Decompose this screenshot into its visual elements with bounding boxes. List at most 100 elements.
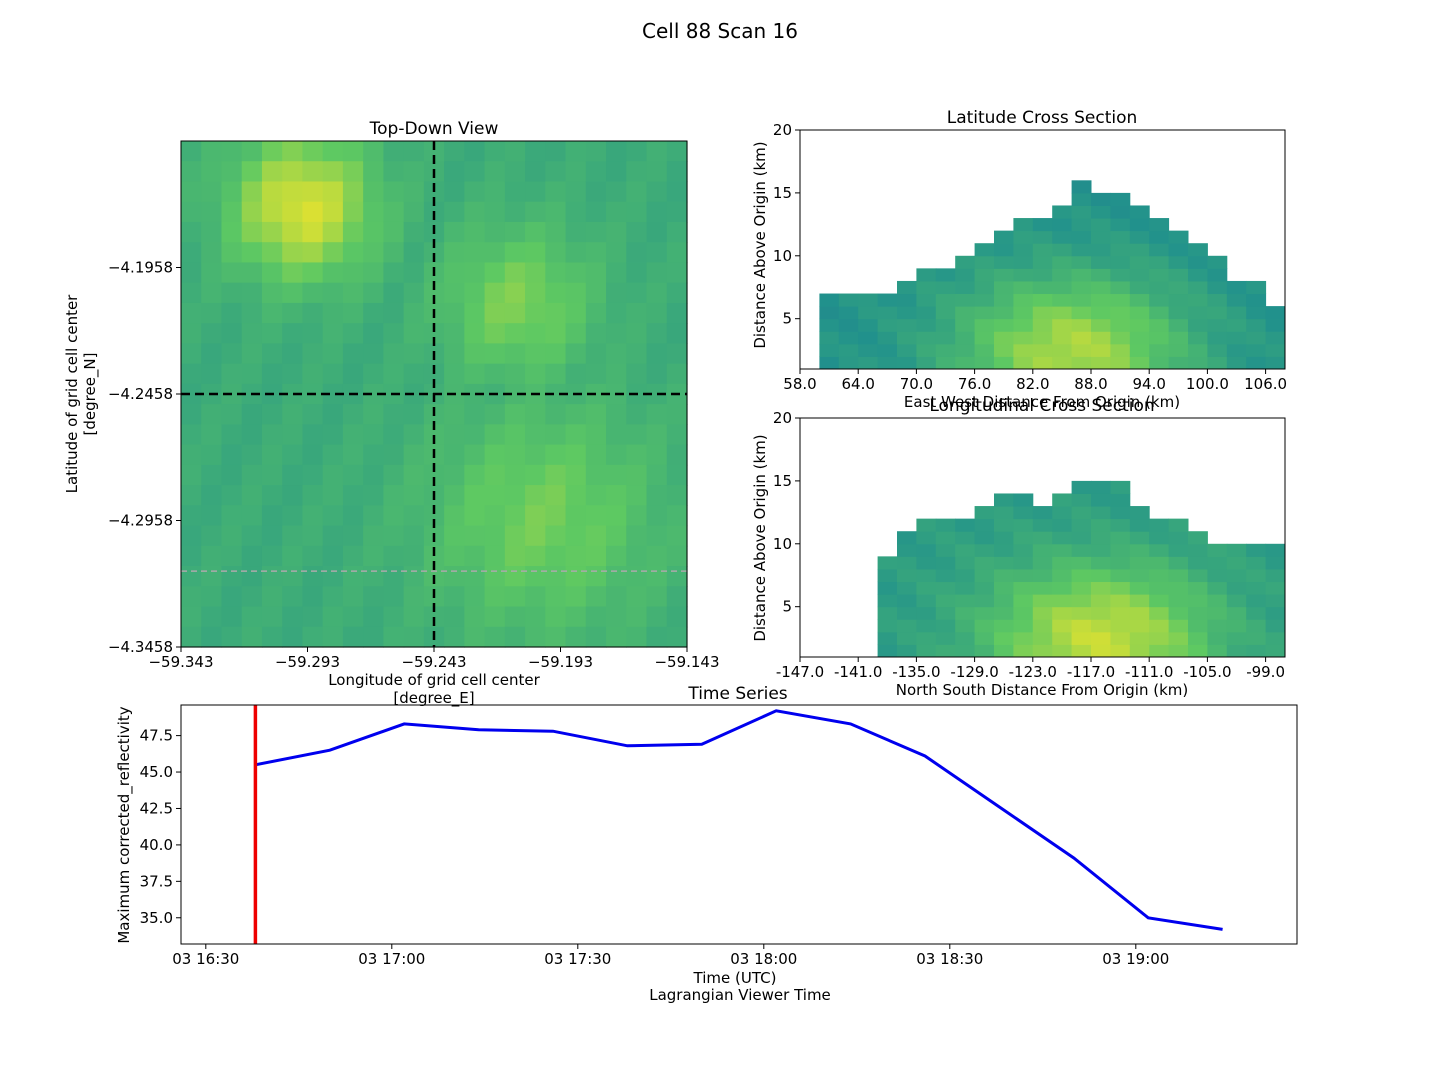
heatmap-cell (241, 181, 263, 203)
heatmap-cell (282, 606, 304, 628)
heatmap-cell (282, 181, 304, 203)
cross-section-cell (916, 318, 937, 332)
cross-section-cell (1226, 644, 1247, 658)
cross-section-cell (994, 306, 1014, 320)
cross-section-cell (1013, 644, 1034, 658)
cross-section-cell (1052, 518, 1073, 532)
heatmap-cell (221, 566, 243, 587)
x-tick-label: -111.0 (1125, 663, 1173, 681)
cross-section-cell (1013, 306, 1034, 320)
cross-section-cell (1110, 331, 1131, 345)
cross-section-cell (838, 293, 859, 307)
cross-section-cell (1110, 594, 1131, 608)
heatmap-cell (626, 302, 648, 324)
heatmap-cell (241, 566, 263, 587)
heatmap-cell (606, 485, 627, 506)
heatmap-cell (181, 343, 202, 365)
cross-section-cell (1013, 606, 1034, 620)
heatmap-cell (646, 485, 668, 506)
heatmap-cell (241, 141, 263, 162)
heatmap-cell (666, 323, 688, 344)
heatmap-cell (666, 141, 688, 162)
heatmap-cell (606, 323, 627, 344)
cross-section-cell (1052, 306, 1073, 320)
cross-section-cell (1052, 506, 1073, 520)
heatmap-cell (545, 545, 567, 567)
heatmap-cell (484, 505, 506, 527)
heatmap-cell (626, 586, 648, 608)
heatmap-cell (302, 424, 324, 446)
heatmap-cell (261, 302, 283, 324)
heatmap-cell (181, 363, 202, 385)
cross-section-cell (1129, 293, 1150, 307)
heatmap-cell (565, 464, 587, 486)
cross-section-cell (1188, 343, 1208, 357)
latitude-cross-section-xlabel: East West Distance From Origin (km) (904, 393, 1180, 411)
cross-section-cell (1110, 243, 1131, 257)
cross-section-cell (955, 556, 976, 570)
cross-section-cell (897, 306, 917, 320)
cross-section-cell (994, 331, 1014, 345)
cross-section-cell (935, 619, 956, 633)
heatmap-cell (646, 141, 668, 162)
heatmap-cell (363, 343, 384, 365)
cross-section-cell (1168, 619, 1189, 633)
heatmap-cell (383, 404, 405, 425)
heatmap-cell (261, 262, 283, 284)
heatmap-cell (504, 485, 526, 506)
cross-section-cell (974, 268, 995, 282)
heatmap-cell (241, 545, 263, 567)
heatmap-cell (322, 464, 344, 486)
cross-section-cell (935, 543, 956, 557)
cross-section-cell (838, 306, 859, 320)
heatmap-cell (342, 464, 364, 486)
cross-section-cell (1149, 619, 1170, 633)
heatmap-cell (221, 505, 243, 527)
cross-section-cell (1091, 480, 1111, 494)
cross-section-cell (1091, 255, 1111, 269)
heatmap-cell (201, 464, 223, 486)
heatmap-cell (646, 424, 668, 446)
heatmap-cell (302, 505, 324, 527)
cross-section-cell (1246, 306, 1267, 320)
cross-section-cell (1013, 619, 1034, 633)
top-down-ylabel-units: [degree_N] (81, 353, 100, 436)
heatmap-cell (221, 282, 243, 304)
cross-section-cell (1226, 606, 1247, 620)
cross-section-cell (1265, 606, 1286, 620)
cross-section-cell (916, 331, 937, 345)
cross-section-cell (1071, 568, 1092, 583)
heatmap-cell (221, 201, 243, 223)
cross-section-cell (1052, 318, 1073, 332)
y-tick-label: 35.0 (140, 909, 173, 927)
cross-section-cell (994, 268, 1014, 282)
heatmap-cell (525, 566, 546, 587)
heatmap-cell (201, 363, 223, 385)
heatmap-cell (545, 363, 567, 385)
heatmap-cell (221, 545, 243, 567)
top-down-heatmap (181, 141, 688, 648)
x-tick-label: 100.0 (1186, 375, 1229, 393)
cross-section-cell (1110, 205, 1131, 219)
heatmap-cell (221, 242, 243, 264)
heatmap-cell (261, 545, 283, 567)
heatmap-cell (302, 343, 324, 365)
cross-section-cell (1149, 230, 1170, 244)
cross-section-cell (974, 556, 995, 570)
heatmap-cell (666, 343, 688, 365)
cross-section-cell (1071, 606, 1092, 620)
heatmap-cell (363, 424, 384, 446)
heatmap-cell (484, 282, 506, 304)
heatmap-cell (444, 586, 465, 608)
heatmap-cell (302, 485, 324, 506)
heatmap-cell (504, 525, 526, 547)
cross-section-cell (1168, 631, 1189, 645)
heatmap-cell (444, 201, 465, 223)
cross-section-cell (1032, 506, 1053, 520)
x-tick-label: 03 18:30 (916, 950, 983, 968)
heatmap-cell (181, 404, 202, 425)
heatmap-cell (342, 201, 364, 223)
heatmap-cell (444, 323, 465, 344)
cross-section-cell (1226, 280, 1247, 295)
cross-section-cell (974, 243, 995, 257)
